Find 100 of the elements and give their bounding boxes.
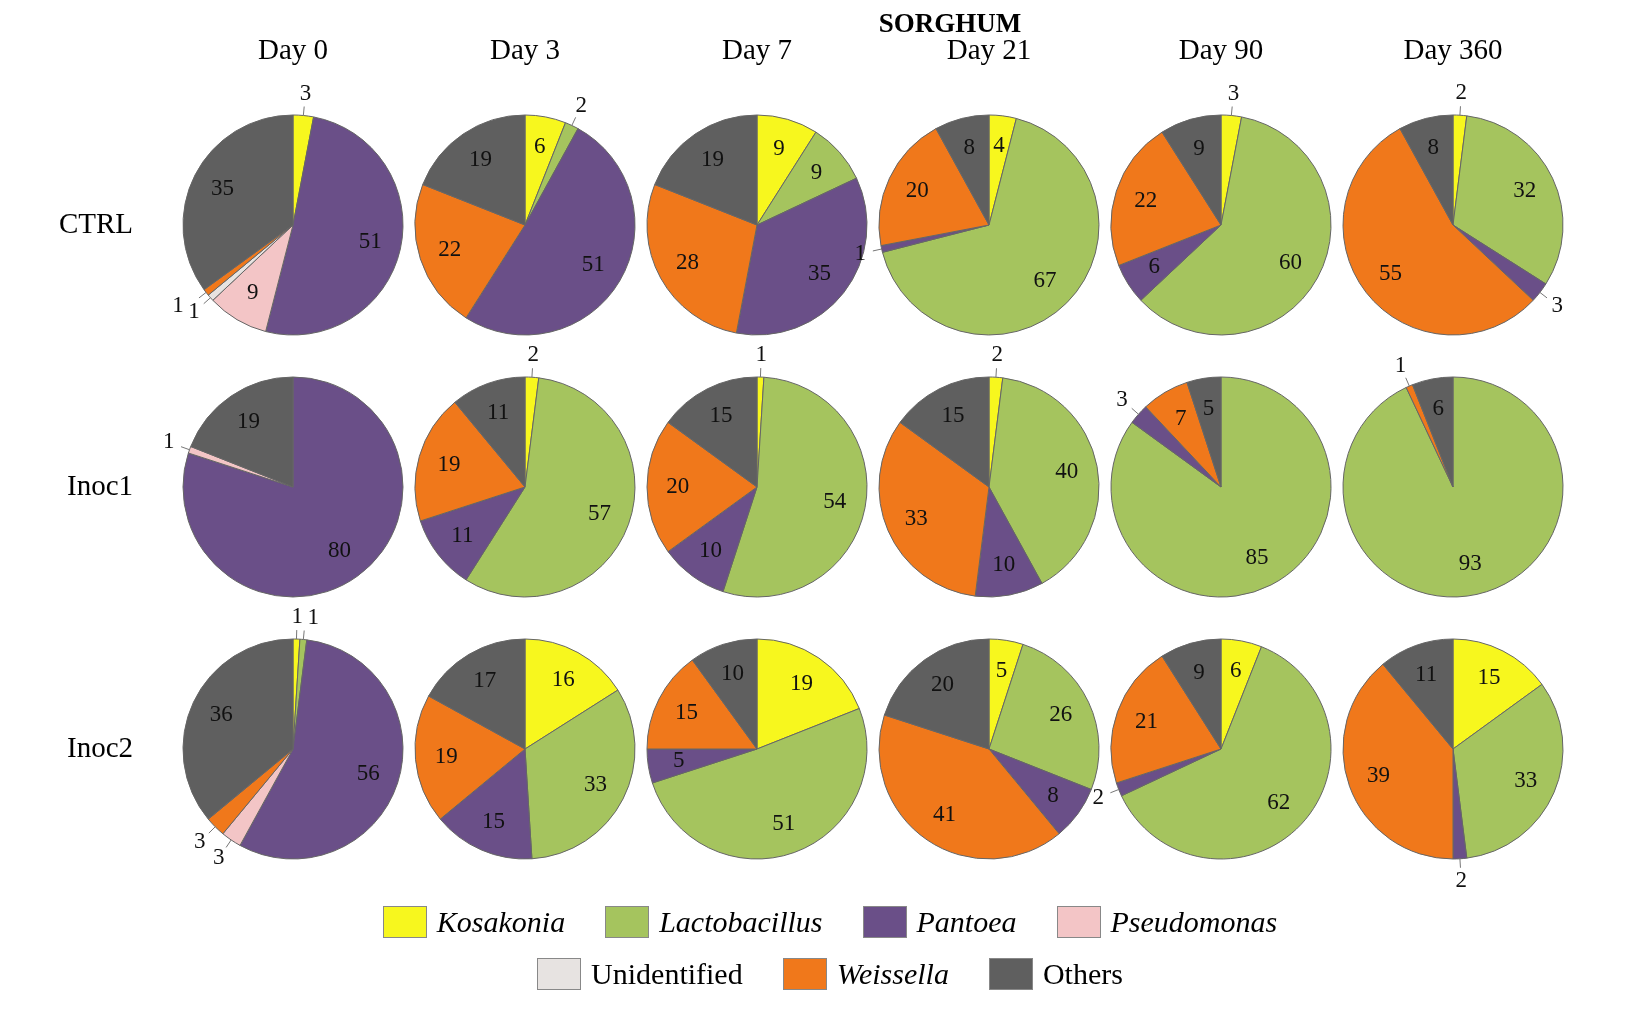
data-label: 6 [1230,657,1242,683]
data-label: 56 [356,759,380,785]
legend-label: Unidentified [591,957,743,991]
data-label: 22 [1134,186,1158,212]
data-label: 8 [1047,781,1059,807]
data-label: 15 [709,402,733,428]
data-label: 51 [581,251,605,277]
data-label: 6 [1432,395,1444,421]
data-label: 33 [1514,766,1538,792]
data-label: 85 [1245,543,1269,569]
legend-label: Lactobacillus [659,905,823,939]
data-label: 5 [995,656,1008,682]
data-label: 1 [291,603,303,629]
data-label: 2 [1455,866,1468,892]
chart-title: Day 7 [721,33,793,65]
data-label: 1 [1394,351,1407,377]
legend-label: Weissella [836,957,949,991]
data-label: 3 [1227,79,1240,105]
text: Inoc1 [66,469,133,502]
legend-label: Others [1042,957,1123,991]
data-label: 57 [588,499,612,525]
data-label: 35 [808,259,832,285]
data-label: 4 [993,132,1006,158]
data-label: 60 [1278,249,1302,275]
data-label: 2 [1092,783,1105,809]
data-label: 1 [188,298,200,324]
data-label: 6 [534,133,546,159]
data-label: 19 [468,145,492,171]
text: Inoc2 [66,731,133,764]
data-label: 1 [755,341,767,367]
data-label: 20 [930,670,954,696]
data-label: 8 [1427,134,1440,160]
data-label: 10 [698,537,722,563]
data-label: 1 [163,428,175,454]
data-label: 54 [823,487,847,513]
data-label: 7 [1174,404,1187,430]
data-label: 2 [575,91,587,117]
data-label: 8 [963,134,976,160]
data-label: 67 [1033,267,1057,293]
data-label: 10 [992,550,1016,576]
data-label: 3 [213,844,225,870]
data-label: 2 [1455,79,1468,105]
data-label: 15 [482,807,506,833]
data-label: 10 [721,659,745,685]
data-label: 62 [1267,789,1291,815]
data-label: 15 [941,402,965,428]
data-label: 1 [307,603,319,629]
data-label: 3 [299,79,312,105]
data-label: 11 [487,398,510,424]
data-label: 93 [1458,550,1482,576]
data-label: 20 [905,177,929,203]
data-label: 9 [810,158,823,184]
data-label: 41 [932,800,956,826]
data-label: 19 [790,669,814,695]
data-label: 11 [451,521,474,547]
data-label: 16 [551,665,575,691]
data-label: 21 [1134,708,1158,734]
data-label: 55 [1378,259,1402,285]
data-label: 3 [1116,385,1128,411]
data-label: 3 [193,828,206,854]
data-label: 9 [246,279,259,305]
data-label: 1 [854,239,866,265]
data-label: 3 [1551,291,1564,317]
data-label: 15 [1477,664,1501,690]
data-label: 20 [666,473,690,499]
data-label: 2 [991,341,1004,367]
data-label: 11 [1415,660,1438,686]
text: CTRL [58,207,133,240]
data-label: 19 [236,407,260,433]
data-label: 36 [209,701,233,727]
data-label: 33 [584,771,608,796]
data-label: 39 [1366,761,1390,787]
data-label: 19 [700,145,724,171]
data-label: 19 [434,742,458,768]
data-label: 1 [172,291,184,317]
legend-label: Kosakonia [436,905,566,939]
chart-title: Day 0 [256,33,330,66]
data-label: 9 [1193,134,1205,160]
legend-label: Pantoea [916,905,1017,939]
data-label: 2 [527,341,540,367]
data-label: 9 [1193,658,1205,684]
chart-title: Day 3 [488,33,562,66]
chart-title: Day 90 [1177,33,1265,66]
data-label: 6 [1148,253,1160,279]
data-label: 51 [358,228,382,254]
data-label: 26 [1049,701,1073,727]
data-label: 19 [437,450,461,476]
data-label: 5 [1202,394,1215,420]
data-label: 28 [676,249,700,275]
data-label: 80 [328,537,352,563]
data-label: 22 [438,235,462,261]
legend-label: Pseudomonas [1110,905,1278,939]
data-label: 15 [674,699,698,725]
chart-title: Day 360 [1402,33,1504,66]
data-label: 32 [1513,177,1537,203]
data-label: 5 [673,747,685,773]
data-label: 35 [210,175,234,201]
data-label: 51 [772,809,796,835]
data-label: 17 [473,666,497,692]
data-label: 40 [1055,458,1079,484]
